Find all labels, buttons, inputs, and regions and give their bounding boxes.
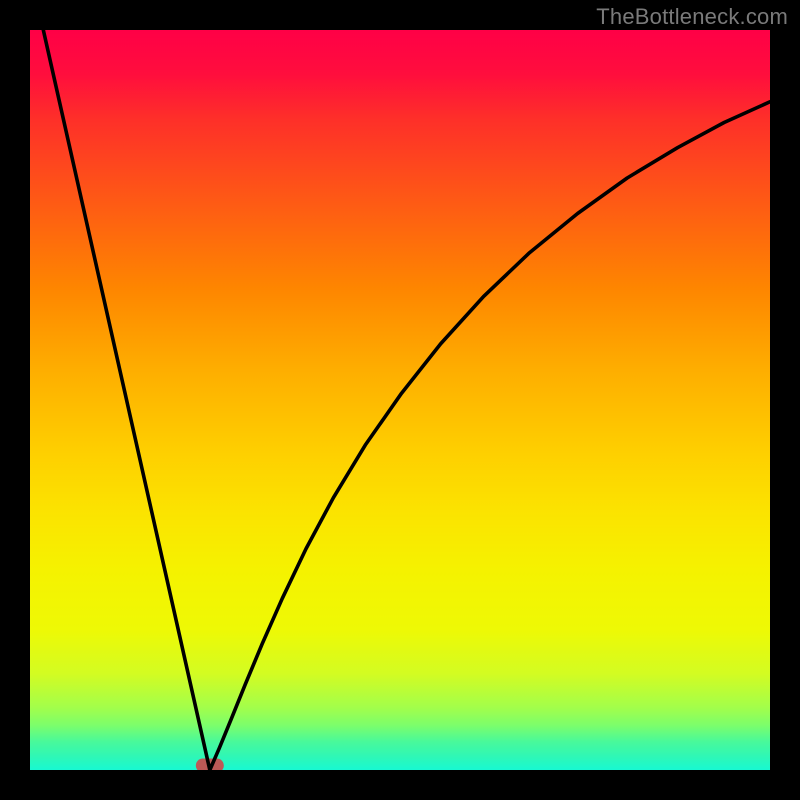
- watermark-text: TheBottleneck.com: [596, 4, 788, 30]
- bottleneck-chart: [0, 0, 800, 800]
- plot-background: [30, 30, 770, 770]
- chart-container: TheBottleneck.com: [0, 0, 800, 800]
